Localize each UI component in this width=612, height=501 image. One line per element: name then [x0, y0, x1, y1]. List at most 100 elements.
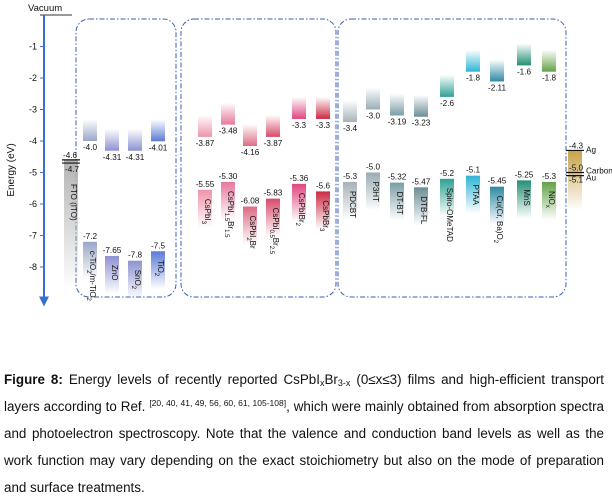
material-name-label: Cu(Cr, Ba)O2 [492, 196, 504, 244]
material-name-label: CsPbI2Br [245, 216, 257, 249]
conduction-band-value: -4.01 [149, 143, 168, 152]
material-name-label: c-TiO2/m-TiO2 [85, 251, 97, 302]
energy-axis: Vacuum Energy (eV) [6, 3, 72, 197]
material-p3ht: -3.0 -5.0 P3HT [366, 87, 381, 211]
material-name-label: P3HT [371, 182, 380, 203]
material-zno: -4.31 -7.65 ZnO [103, 128, 122, 294]
energy-axis-arrowhead [39, 296, 49, 307]
electrode-level-1-label: -4.6 [63, 151, 78, 160]
valence-band-value: -5.47 [412, 177, 431, 186]
conduction-band-value: -3.87 [264, 139, 283, 148]
conduction-band-value: -1.6 [517, 67, 532, 76]
valence-band-value: -7.2 [83, 232, 98, 241]
valence-band-bar [366, 172, 380, 211]
material-name-label: ZnO [110, 265, 119, 281]
caption-subscript-x: x [319, 378, 325, 388]
energy-tick-label: -5 [29, 168, 37, 178]
material-cspbi0-5br2-5: -3.87 -5.83 CsPbI0.5Br2.5 [264, 114, 283, 255]
conduction-band-bar [266, 114, 280, 137]
conduction-band-value: -3.3 [316, 121, 331, 130]
material-cspbi1-5br1-5: -3.48 -5.30 CsPbI1.5Br1.5 [219, 102, 238, 238]
counter-electrode-value-au: -5.1 [569, 176, 584, 185]
material-name-label: CsPbIBr2 [294, 193, 306, 227]
valence-band-bar [466, 175, 480, 214]
material-dtb-fl: -3.23 -5.47 DTB-FL [412, 94, 431, 226]
material-c-tio2-m-tio2: -4.0 -7.2 c-TiO2/m-TiO2 [83, 119, 98, 302]
valence-band-value: -5.1 [466, 166, 481, 175]
group-frame-perovskites [180, 18, 337, 298]
group-frame-electron-transport-layers [75, 18, 177, 298]
material-name-label: TiO2 [153, 260, 165, 277]
valence-band-bar [266, 198, 280, 237]
material-pdcbt: -3.4 -5.3 PDCBT [343, 100, 358, 220]
conduction-band-value: -3.19 [388, 117, 407, 126]
conduction-band-value: -3.0 [366, 112, 381, 121]
material-name-label: SnO2 [130, 270, 142, 290]
valence-band-value: -7.8 [128, 251, 143, 260]
caption-text-3: (0≤x≤3) films and high-efficient transpo… [4, 372, 604, 414]
conduction-band-bar [292, 96, 306, 119]
energy-ticks: -1 -2 -3 -4 -5 -6 -7 -8 [29, 15, 49, 307]
conduction-band-bar [151, 119, 165, 142]
valence-band-value: -7.5 [151, 241, 166, 250]
valence-band-value: -5.55 [196, 180, 215, 189]
conduction-band-value: -4.0 [83, 143, 98, 152]
material-name-label: DT-BT [395, 192, 404, 215]
material-name-label: CsPbBr3 [318, 200, 330, 232]
valence-band-bar [128, 260, 142, 299]
energy-tick-label: -2 [29, 73, 37, 83]
caption-text-2: Br [324, 372, 338, 387]
conduction-band-bar [414, 94, 428, 117]
valence-band-value: -5.25 [515, 170, 534, 179]
energy-level-diagram: Vacuum Energy (eV) -1 -2 -3 -4 -5 -6 -7 -8 -4.6… [6, 3, 612, 307]
material-spiro-ometad: -2.6 -5.2 Spiro-OMeTAD [440, 74, 455, 242]
conduction-band-bar [105, 128, 119, 151]
material-mns: -1.6 -5.25 MnS [515, 43, 534, 219]
material-cspbi3: -3.87 -5.55 CsPbI3 [196, 114, 215, 228]
caption-text-1: Energy levels of recently reported CsPbI [62, 372, 320, 387]
material-cspbibr2: -3.3 -5.36 CsPbIBr2 [290, 96, 309, 227]
valence-band-bar [221, 181, 235, 220]
conduction-band-bar [243, 124, 257, 147]
valence-band-value: -5.3 [542, 172, 557, 181]
valence-band-bar [243, 206, 257, 245]
conduction-band-bar [316, 96, 330, 119]
conduction-band-bar [366, 87, 380, 110]
conduction-band-bar [221, 102, 235, 125]
caption-text-4: , which were mainly obtained from absorp… [4, 399, 604, 495]
conduction-band-value: -2.11 [488, 83, 506, 92]
conduction-band-bar [440, 74, 454, 97]
electrode-bar [64, 159, 78, 290]
material-group-frames [75, 18, 567, 298]
conduction-band-bar [198, 114, 212, 137]
electrode-level-2-label: -4.7 [65, 165, 80, 174]
conduction-band-value: -3.87 [196, 139, 215, 148]
material-name-label: PDCBT [348, 191, 357, 218]
valence-band-value: -5.36 [290, 174, 309, 183]
material-name-label: DTB-FL [419, 196, 428, 225]
material-niox: -1.8 -5.3 NiOx [542, 49, 557, 220]
conduction-band-bar [466, 49, 480, 72]
conduction-band-bar [490, 59, 504, 82]
conduction-band-value: -4.31 [103, 153, 122, 162]
conduction-band-bar [83, 119, 97, 141]
valence-band-bar [343, 181, 357, 220]
material-name-label: CsPbI0.5Br2.5 [268, 208, 280, 255]
valence-band-bar [83, 241, 97, 280]
material-name-label: NiOx [544, 191, 556, 208]
conduction-band-value: -1.8 [466, 74, 481, 83]
conduction-band-value: -3.48 [219, 127, 238, 136]
caption-references[interactable]: [20, 40, 41, 49, 56, 60, 61, 105-108] [149, 398, 287, 408]
material-ptaa: -1.8 -5.1 PTAA [466, 49, 481, 214]
material-cspbbr3: -3.3 -5.6 CsPbBr3 [316, 96, 331, 232]
counter-electrode-name-carbon: Carbon [586, 167, 612, 176]
conduction-band-bar [343, 100, 357, 123]
valence-band-bar [151, 251, 165, 290]
conduction-band-value: -3.3 [292, 121, 307, 130]
figure-caption: Figure 8: Energy levels of recently repo… [4, 366, 604, 501]
valence-band-bar [517, 180, 531, 219]
valence-band-bar [490, 186, 504, 225]
valence-band-value: -5.83 [264, 189, 283, 198]
material-cspbi2br: -4.16 -6.08 CsPbI2Br [241, 124, 260, 249]
valence-band-value: -6.08 [241, 197, 260, 206]
